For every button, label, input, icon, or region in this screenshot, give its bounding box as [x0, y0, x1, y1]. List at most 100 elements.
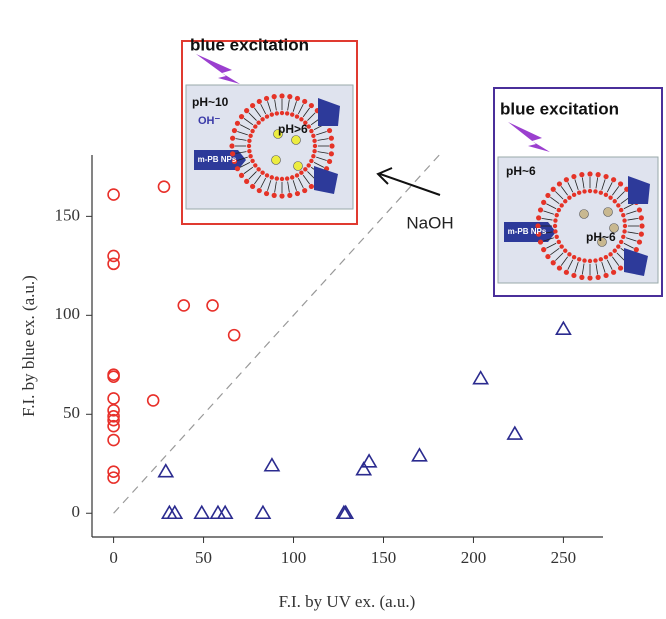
lipid-head [639, 232, 644, 237]
lipid-head [260, 117, 264, 121]
lipid-head [619, 208, 623, 212]
point [256, 506, 270, 518]
lipid-head [639, 223, 644, 228]
lipid-head [579, 275, 584, 280]
lipid-head [272, 193, 277, 198]
lipid-head [239, 173, 244, 178]
lipid-head [257, 188, 262, 193]
point [556, 322, 570, 334]
lipid-head [611, 177, 616, 182]
lipid-head [555, 213, 559, 217]
lipid-head [634, 247, 639, 252]
lipid-head [306, 163, 310, 167]
y-tick-label: 100 [55, 304, 81, 323]
x-tick-label: 100 [281, 548, 307, 567]
inset-title: blue excitation [500, 99, 619, 118]
lipid-head [639, 215, 644, 220]
lipid-head [312, 139, 316, 143]
lipid-head [329, 143, 334, 148]
lipid-head [264, 191, 269, 196]
lipid-head [309, 159, 313, 163]
lipid-head [244, 179, 249, 184]
lipid-head [299, 170, 303, 174]
y-tick-label: 50 [63, 403, 80, 422]
lipid-head [302, 99, 307, 104]
point [108, 393, 119, 404]
lipid-head [604, 255, 608, 259]
point [158, 181, 169, 192]
lipid-head [285, 111, 289, 115]
lipid-head [608, 195, 612, 199]
lipid-head [290, 112, 294, 116]
inset-label: OH⁻ [198, 115, 221, 127]
lipid-head [295, 173, 299, 177]
x-tick-label: 200 [461, 548, 487, 567]
lipid-head [309, 129, 313, 133]
inset-label: pH~6 [586, 230, 616, 244]
lipid-head [622, 218, 626, 222]
lipid-head [250, 184, 255, 189]
lipid-head [582, 258, 586, 262]
lipid-head [618, 265, 623, 270]
lipid-head [248, 154, 252, 158]
lipid-head [279, 93, 284, 98]
lipid-head [257, 99, 262, 104]
lipid-head [608, 252, 612, 256]
lipid-head [613, 249, 617, 253]
lipid-head [541, 247, 546, 252]
lipid-head [588, 259, 592, 263]
lipid-head [593, 189, 597, 193]
lipid-head [272, 94, 277, 99]
lipid-head [579, 172, 584, 177]
lipid-head [329, 151, 334, 156]
lipid-head [250, 159, 254, 163]
lipid-head [613, 199, 617, 203]
y-axis-label: F.I. by blue ex. (a.u.) [19, 275, 38, 417]
lipid-head [611, 270, 616, 275]
inset: blue excitationpH~10OH⁻pH>6m-PB NPs [182, 35, 357, 224]
lipid-head [244, 108, 249, 113]
lipid-head [270, 175, 274, 179]
lipid-head [553, 229, 557, 233]
point [108, 258, 119, 269]
lipid-head [232, 128, 237, 133]
lipid-head [622, 229, 626, 233]
chart: F.I. by UV ex. (a.u.) F.I. by blue ex. (… [0, 0, 666, 619]
lipid-head [603, 273, 608, 278]
lipid-head [637, 207, 642, 212]
lipid-head [621, 235, 625, 239]
lipid-head [637, 239, 642, 244]
point [178, 300, 189, 311]
point [218, 506, 232, 518]
x-tick-label: 0 [109, 548, 118, 567]
lipid-head [599, 191, 603, 195]
lipid-head [295, 114, 299, 118]
lipid-head [285, 176, 289, 180]
lipid-head [619, 240, 623, 244]
lipid-head [564, 177, 569, 182]
lipid-head [582, 189, 586, 193]
lipid-head [270, 112, 274, 116]
lipid-head [536, 215, 541, 220]
y-tick-label: 150 [55, 205, 81, 224]
point [159, 465, 173, 477]
lipid-head [621, 213, 625, 217]
lipid-head [557, 265, 562, 270]
lipid-head [567, 195, 571, 199]
lipid-head [577, 191, 581, 195]
lipid-head [250, 129, 254, 133]
lipid-head [616, 203, 620, 207]
lipid-head [309, 103, 314, 108]
lipid-head [287, 94, 292, 99]
point [474, 372, 488, 384]
lipid-head [299, 117, 303, 121]
lipid-head [247, 144, 251, 148]
lipid-head [302, 188, 307, 193]
lipid-head [295, 191, 300, 196]
lipid-head [327, 159, 332, 164]
lipid-head [309, 184, 314, 189]
inner-particle [604, 208, 613, 217]
lipid-head [593, 258, 597, 262]
point [412, 449, 426, 461]
lipid-head [596, 172, 601, 177]
